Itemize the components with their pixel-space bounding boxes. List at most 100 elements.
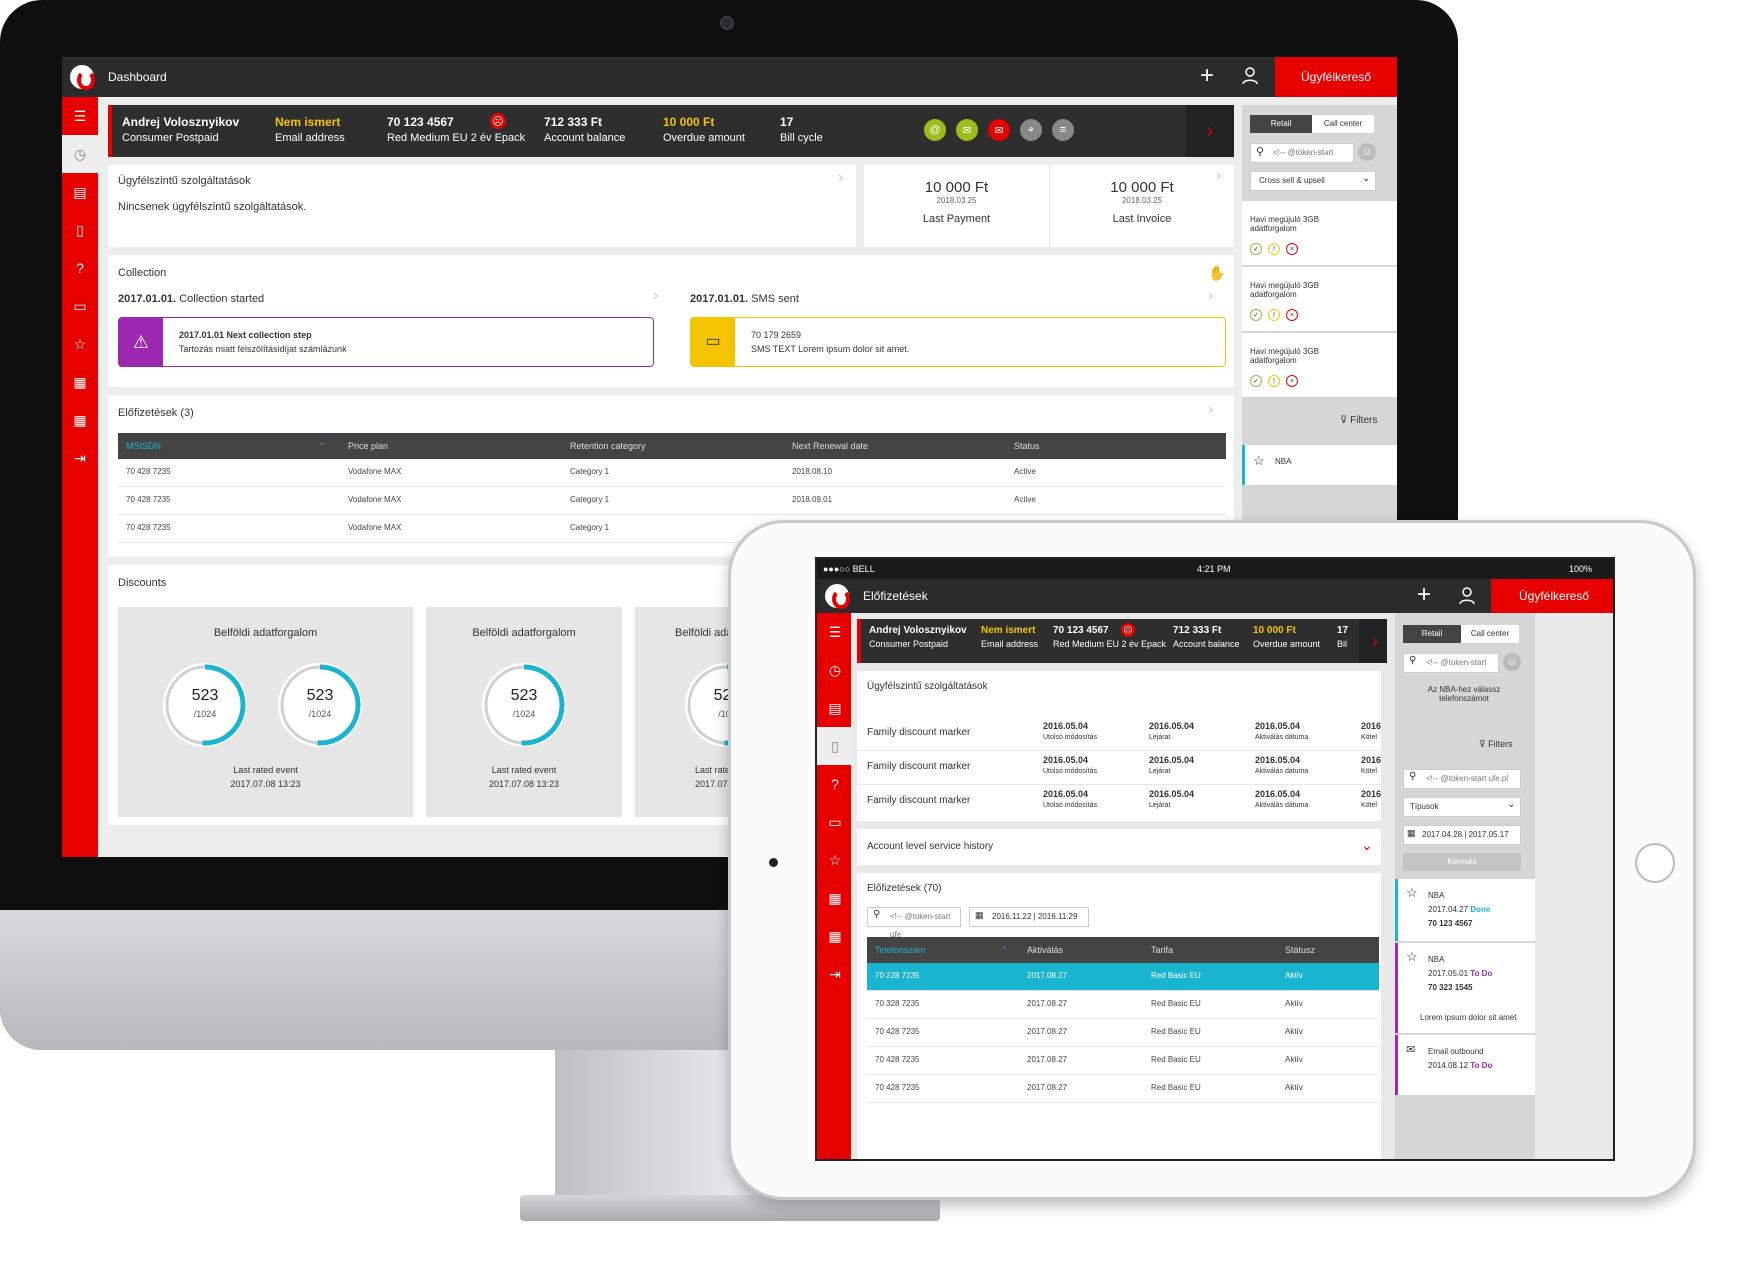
star-icon[interactable]: ☆ <box>73 335 87 352</box>
search-input[interactable]: <!-- @token-start <box>1403 653 1499 673</box>
sort-up-icon[interactable]: ⌃ <box>1001 945 1009 955</box>
cross-sell-dropdown[interactable]: Cross sell & upsell <box>1250 171 1376 191</box>
discount-card[interactable]: Belföldi adatforgalom 523/1024 Last rate… <box>426 607 622 817</box>
location-icon[interactable]: ⌖ <box>1020 119 1042 141</box>
service-history-card[interactable]: Account level service history ⌄ <box>857 829 1381 865</box>
column-renewal[interactable]: Next Renewal date <box>792 441 869 451</box>
chevron-right-icon[interactable]: › <box>1208 401 1214 418</box>
smiley-icon[interactable]: ☺ <box>1503 653 1521 671</box>
tab-call-center[interactable]: Call center <box>1461 625 1519 643</box>
logout-icon[interactable]: ⇥ <box>829 965 841 982</box>
logout-icon[interactable]: ⇥ <box>74 449 86 466</box>
expand-chevron-icon[interactable]: › <box>1186 105 1234 157</box>
table-row[interactable]: 70 428 7235 2017.08.27 Red Basic EU Aktív <box>867 1075 1379 1103</box>
nba-item[interactable]: ☆ NBA <box>1242 445 1397 485</box>
service-row[interactable]: Family discount marker 2016.05.04 Utolsó … <box>857 717 1381 751</box>
document-list-icon[interactable]: ≡ <box>1052 119 1074 141</box>
offer-item[interactable]: Havi megújuló 3GB adatforgalom ✓! × <box>1242 201 1397 265</box>
column-status[interactable]: Státusz <box>1285 945 1316 955</box>
help-icon[interactable]: ? <box>831 776 839 792</box>
nba-item[interactable]: ☆ NBA 2017.04.27 Done 70 123 4567 <box>1395 879 1535 941</box>
dashboard-icon[interactable]: ◷ <box>62 135 98 173</box>
chevron-right-icon[interactable]: › <box>838 169 844 186</box>
postpone-icon: ! <box>1268 375 1280 387</box>
chat-icon[interactable]: ▭ <box>73 297 87 314</box>
plus-icon[interactable]: + <box>1200 62 1215 89</box>
chevron-down-icon[interactable]: ⌄ <box>1361 837 1373 853</box>
column-retention[interactable]: Retention category <box>570 441 646 451</box>
chevron-right-icon[interactable]: › <box>653 287 659 304</box>
service-row[interactable]: Family discount marker 2016.05.04 Utolsó … <box>867 789 1382 809</box>
search-icon: ⚲ <box>1256 146 1265 158</box>
tab-retail[interactable]: Retail <box>1403 625 1461 643</box>
tab-call-center[interactable]: Call center <box>1312 115 1374 133</box>
chat-icon[interactable]: ▭ <box>828 813 842 830</box>
table-row-selected[interactable]: 70 228 7235 2017.08.27 Red Basic EU Aktív <box>867 963 1379 991</box>
smiley-icon[interactable]: ☺ <box>1358 143 1376 161</box>
last-invoice: 10 000 Ft 2018.03.25 Last Invoice <box>1049 165 1234 247</box>
apps-icon[interactable]: ▦ <box>828 927 842 944</box>
star-icon[interactable]: ☆ <box>828 851 842 868</box>
nba-item[interactable]: ✉ Email outbound 2014.08.12 To Do <box>1395 1035 1535 1095</box>
table-row[interactable]: 70 428 7235 Vodafone MAX Category 1 2018.09… <box>118 487 1226 515</box>
search-input[interactable]: <!-- @token-start <box>1250 143 1354 163</box>
user-icon[interactable] <box>1459 587 1475 605</box>
document-icon[interactable]: ▤ <box>73 183 87 200</box>
column-price-plan[interactable]: Price plan <box>348 441 389 451</box>
discount-card[interactable]: Belföldi adatforgalom 523/1024 523/1024 … <box>118 607 413 817</box>
user-icon[interactable] <box>1242 67 1258 85</box>
service-row[interactable]: Family discount marker 2016.05.04 Utolsó … <box>857 751 1381 785</box>
grid-icon[interactable]: ▦ <box>73 373 87 390</box>
sort-up-icon[interactable]: ⌃ <box>318 441 326 451</box>
document-icon[interactable]: ▤ <box>828 699 842 716</box>
offer-item[interactable]: Havi megújuló 3GB adatforgalom ✓! × <box>1242 267 1397 331</box>
customer-search-button[interactable]: Ügyfélkereső <box>1491 579 1613 613</box>
dashboard-icon[interactable]: ◷ <box>828 661 842 678</box>
sim-icon[interactable]: ▯ <box>817 727 853 765</box>
date-range-input[interactable]: 2017.04.28 | 2017.05.17 <box>1403 825 1521 845</box>
menu-icon[interactable]: ☰ <box>828 623 842 640</box>
handshake-icon[interactable]: ✋ <box>1208 265 1226 281</box>
table-row[interactable]: 70 428 7235 2017.08.27 Red Basic EU Aktív <box>867 1047 1379 1075</box>
column-status[interactable]: Status <box>1014 441 1040 451</box>
menu-icon[interactable]: ☰ <box>73 107 87 124</box>
home-button[interactable] <box>1635 843 1675 883</box>
vodafone-logo-icon[interactable] <box>70 65 95 90</box>
vodafone-logo-icon[interactable] <box>825 584 850 609</box>
table-row[interactable]: 70 428 7235 Vodafone MAX Category 1 <box>118 515 1226 543</box>
column-tariff[interactable]: Tarifa <box>1151 945 1174 955</box>
customer-search-button[interactable]: Ügyfélkereső <box>1275 57 1397 97</box>
chevron-down-icon[interactable]: ⌄ <box>1507 799 1516 810</box>
column-msisdn[interactable]: MSISDN <box>126 441 162 451</box>
nba-item[interactable]: ☆ NBA 2017.05.01 To Do 70 323 1545 Lorem… <box>1395 943 1535 1033</box>
sim-icon[interactable]: ▯ <box>76 221 84 238</box>
offer-item[interactable]: Havi megújuló 3GB adatforgalom ✓! × <box>1242 333 1397 397</box>
expand-chevron-icon[interactable]: › <box>1359 619 1387 663</box>
sms-box[interactable]: ▭ 70 179 2659 SMS TEXT Lorem ipsum dolor… <box>690 317 1226 367</box>
date-range-input[interactable]: 2016.11.22 | 2016.11.29 <box>969 907 1089 927</box>
table-row[interactable]: 70 328 7235 2017.08.27 Red Basic EU Aktív <box>867 991 1379 1019</box>
help-icon[interactable]: ? <box>76 260 84 276</box>
search-button[interactable]: Keresés <box>1403 853 1521 871</box>
filters-button[interactable]: ⊽ Filters <box>1479 739 1513 749</box>
tab-retail[interactable]: Retail <box>1250 115 1312 133</box>
type-dropdown[interactable]: Típusok <box>1403 797 1521 817</box>
chevron-down-icon[interactable]: ⌄ <box>1362 173 1371 184</box>
filters-button[interactable]: ⊽ Filters <box>1340 415 1378 426</box>
table-row[interactable]: 70 428 7235 2017.08.27 Red Basic EU Aktív <box>867 1019 1379 1047</box>
grid-icon[interactable]: ▦ <box>828 889 842 906</box>
mail-icon[interactable]: ✉ <box>988 119 1010 141</box>
chevron-right-icon[interactable]: › <box>1208 287 1214 304</box>
search-input[interactable]: <!-- @token-start ufe <box>867 907 961 939</box>
at-icon[interactable]: @ <box>924 119 946 141</box>
message-icon[interactable]: ✉ <box>956 119 978 141</box>
search-input[interactable]: <!-- @token-start ufe.pl <box>1403 769 1521 789</box>
plus-icon[interactable]: + <box>1417 581 1432 608</box>
chevron-right-icon[interactable]: › <box>1216 167 1222 184</box>
overdue-field: 10 000 Ft Overdue amount <box>1253 625 1321 649</box>
column-activation[interactable]: Aktiválás <box>1027 945 1064 955</box>
apps-icon[interactable]: ▦ <box>73 411 87 428</box>
table-row[interactable]: 70 428 7235 Vodafone MAX Category 1 2018.08… <box>118 459 1226 487</box>
column-phone[interactable]: Telefonszám <box>875 945 926 955</box>
next-collection-box[interactable]: ⚠ 2017.01.01 Next collection step Tartoz… <box>118 317 654 367</box>
